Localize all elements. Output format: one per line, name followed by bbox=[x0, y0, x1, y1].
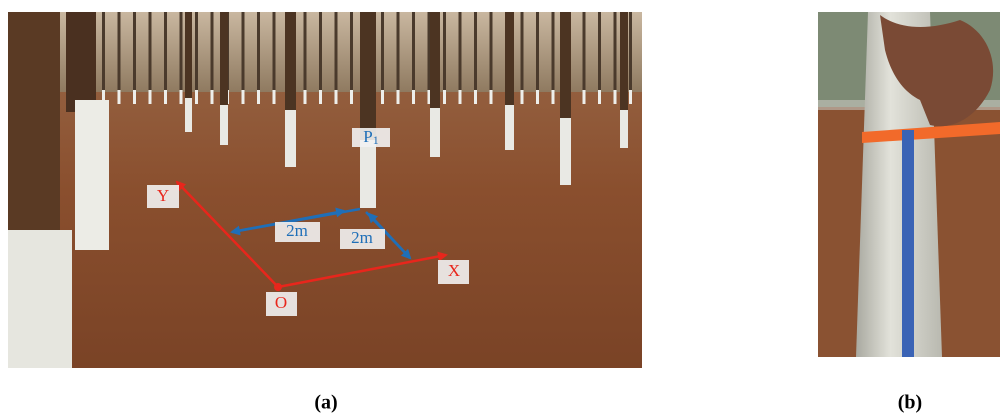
x-label: X bbox=[448, 261, 460, 280]
tree-whitewash bbox=[505, 105, 514, 150]
tree-whitewash bbox=[180, 90, 183, 104]
tree-whitewash bbox=[598, 90, 601, 104]
tree-trunk bbox=[335, 12, 338, 92]
tree-whitewash bbox=[319, 90, 322, 104]
tree-trunk bbox=[521, 12, 524, 92]
origin-point bbox=[274, 283, 282, 291]
tree-trunk bbox=[285, 12, 296, 110]
tree-trunk bbox=[133, 12, 136, 92]
tree-whitewash bbox=[614, 90, 617, 104]
tree-whitewash bbox=[536, 90, 539, 104]
tree-whitewash bbox=[185, 98, 192, 132]
tree-trunk bbox=[350, 12, 353, 92]
tree-whitewash bbox=[149, 90, 152, 104]
tree-whitewash bbox=[430, 108, 440, 157]
point-label-sub: 1 bbox=[373, 133, 379, 147]
tree-whitewash bbox=[285, 110, 296, 167]
tree-trunk bbox=[443, 12, 446, 92]
tree-trunk bbox=[536, 12, 539, 92]
origin-label: O bbox=[275, 293, 287, 312]
photo-a bbox=[8, 12, 648, 368]
tree-whitewash bbox=[583, 90, 586, 104]
tree-whitewash bbox=[620, 110, 628, 148]
tree-trunk bbox=[360, 12, 376, 140]
tree-whitewash bbox=[560, 118, 571, 185]
tree-trunk bbox=[381, 12, 384, 92]
tree-whitewash bbox=[552, 90, 555, 104]
tree-trunk bbox=[614, 12, 617, 92]
tree-whitewash bbox=[273, 90, 276, 104]
tree-whitewash bbox=[257, 90, 260, 104]
tree-trunk bbox=[118, 12, 121, 92]
tree-whitewash bbox=[211, 90, 214, 104]
tree-trunk bbox=[397, 12, 400, 92]
tree-trunk bbox=[8, 12, 60, 232]
tree-trunk bbox=[319, 12, 322, 92]
tree-whitewash bbox=[335, 90, 338, 104]
tree-whitewash bbox=[360, 140, 376, 208]
tree-trunk bbox=[66, 12, 96, 112]
tree-whitewash bbox=[629, 90, 632, 104]
tree-trunk bbox=[552, 12, 555, 92]
tree-trunk bbox=[149, 12, 152, 92]
tree-whitewash bbox=[195, 90, 198, 104]
tree-whitewash bbox=[459, 90, 462, 104]
tree-whitewash bbox=[397, 90, 400, 104]
tree-whitewash bbox=[521, 90, 524, 104]
tree-whitewash bbox=[490, 90, 493, 104]
tree-whitewash bbox=[645, 90, 648, 104]
tree-trunk bbox=[645, 12, 648, 92]
tree-whitewash bbox=[75, 100, 109, 250]
tree-whitewash bbox=[220, 105, 228, 145]
tree-trunk bbox=[304, 12, 307, 92]
tree-whitewash bbox=[118, 90, 121, 104]
tree-trunk bbox=[257, 12, 260, 92]
tree-whitewash bbox=[350, 90, 353, 104]
tree-whitewash bbox=[474, 90, 477, 104]
tree-trunk bbox=[164, 12, 167, 92]
point-label-main: P bbox=[363, 127, 372, 146]
tree-whitewash bbox=[164, 90, 167, 104]
tree-trunk bbox=[180, 12, 183, 92]
ruler bbox=[902, 130, 914, 357]
caption-a: (a) bbox=[314, 392, 337, 414]
tree-whitewash bbox=[443, 90, 446, 104]
tree-trunk bbox=[220, 12, 228, 105]
tree-trunk bbox=[185, 12, 192, 98]
tree-trunk bbox=[629, 12, 632, 92]
tree-whitewash bbox=[8, 230, 72, 368]
tree-trunk bbox=[474, 12, 477, 92]
tree-whitewash bbox=[304, 90, 307, 104]
tree-trunk bbox=[620, 12, 628, 110]
tree-whitewash bbox=[412, 90, 415, 104]
tree-trunk bbox=[430, 12, 440, 108]
tree-trunk bbox=[211, 12, 214, 92]
tree-trunk bbox=[102, 12, 105, 92]
tree-trunk bbox=[242, 12, 245, 92]
tree-trunk bbox=[598, 12, 601, 92]
tree-trunk bbox=[490, 12, 493, 92]
distance-label: 2m bbox=[286, 221, 308, 240]
tree-trunk bbox=[195, 12, 198, 92]
tree-whitewash bbox=[381, 90, 384, 104]
caption-b: (b) bbox=[898, 392, 922, 414]
tree-trunk bbox=[560, 12, 571, 118]
photo-b bbox=[818, 12, 1000, 357]
tree-whitewash bbox=[133, 90, 136, 104]
tree-trunk bbox=[583, 12, 586, 92]
y-label: Y bbox=[157, 186, 169, 205]
tree-trunk bbox=[505, 12, 514, 105]
tree-trunk bbox=[459, 12, 462, 92]
distance-label: 2m bbox=[351, 228, 373, 247]
tree-trunk bbox=[273, 12, 276, 92]
figure: Y X O P1 2m 2m (a) (b) bbox=[0, 0, 1001, 420]
tree-trunk bbox=[412, 12, 415, 92]
tree-whitewash bbox=[242, 90, 245, 104]
